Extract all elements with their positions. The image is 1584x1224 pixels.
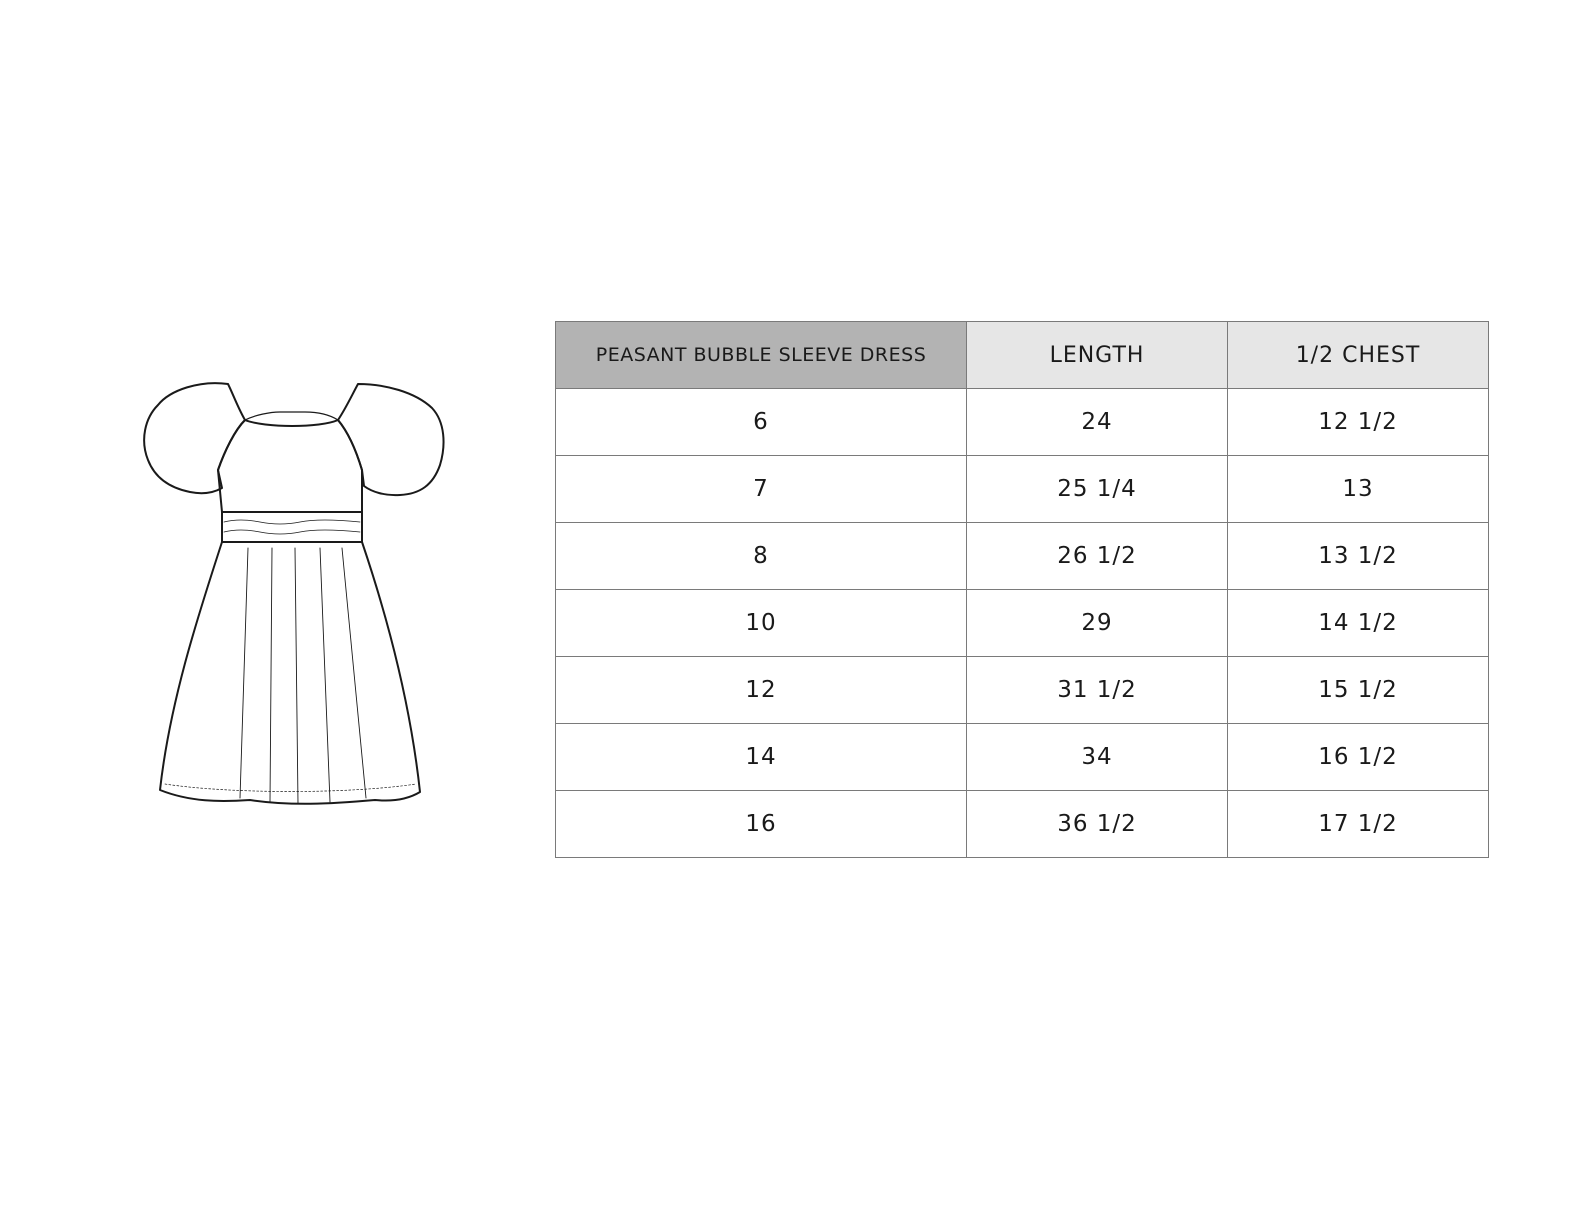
half-chest-cell: 14 1/2 <box>1227 589 1489 657</box>
size-cell: 7 <box>555 455 967 523</box>
size-cell: 8 <box>555 522 967 590</box>
skirt <box>159 541 421 805</box>
half-chest-cell: 16 1/2 <box>1227 723 1489 791</box>
half-chest-cell: 12 1/2 <box>1227 388 1489 456</box>
header-row: PEASANT BUBBLE SLEEVE DRESS LENGTH 1/2 C… <box>555 321 1489 389</box>
length-cell: 31 1/2 <box>966 656 1228 724</box>
length-cell: 34 <box>966 723 1228 791</box>
size-cell: 10 <box>555 589 967 657</box>
size-chart-table: PEASANT BUBBLE SLEEVE DRESS LENGTH 1/2 C… <box>555 321 1489 858</box>
length-cell: 25 1/4 <box>966 455 1228 523</box>
size-cell: 16 <box>555 790 967 858</box>
table-row: 8 26 1/2 13 1/2 <box>555 522 1489 590</box>
bodice <box>217 419 363 513</box>
header-half-chest: 1/2 CHEST <box>1227 321 1489 389</box>
smocked-waistband <box>221 511 363 543</box>
left-sleeve <box>143 382 246 495</box>
size-cell: 12 <box>555 656 967 724</box>
length-cell: 26 1/2 <box>966 522 1228 590</box>
half-chest-cell: 13 <box>1227 455 1489 523</box>
length-cell: 36 1/2 <box>966 790 1228 858</box>
half-chest-cell: 17 1/2 <box>1227 790 1489 858</box>
length-cell: 24 <box>966 388 1228 456</box>
half-chest-cell: 15 1/2 <box>1227 656 1489 724</box>
table-row: 10 29 14 1/2 <box>555 589 1489 657</box>
table-row: 7 25 1/4 13 <box>555 455 1489 523</box>
table-row: 12 31 1/2 15 1/2 <box>555 656 1489 724</box>
table-row: 6 24 12 1/2 <box>555 388 1489 456</box>
length-cell: 29 <box>966 589 1228 657</box>
size-cell: 14 <box>555 723 967 791</box>
header-length: LENGTH <box>966 321 1228 389</box>
right-sleeve <box>337 383 445 497</box>
table-row: 14 34 16 1/2 <box>555 723 1489 791</box>
size-cell: 6 <box>555 388 967 456</box>
header-product-name: PEASANT BUBBLE SLEEVE DRESS <box>555 321 967 389</box>
half-chest-cell: 13 1/2 <box>1227 522 1489 590</box>
dress-illustration <box>143 382 445 805</box>
table-row: 16 36 1/2 17 1/2 <box>555 790 1489 858</box>
